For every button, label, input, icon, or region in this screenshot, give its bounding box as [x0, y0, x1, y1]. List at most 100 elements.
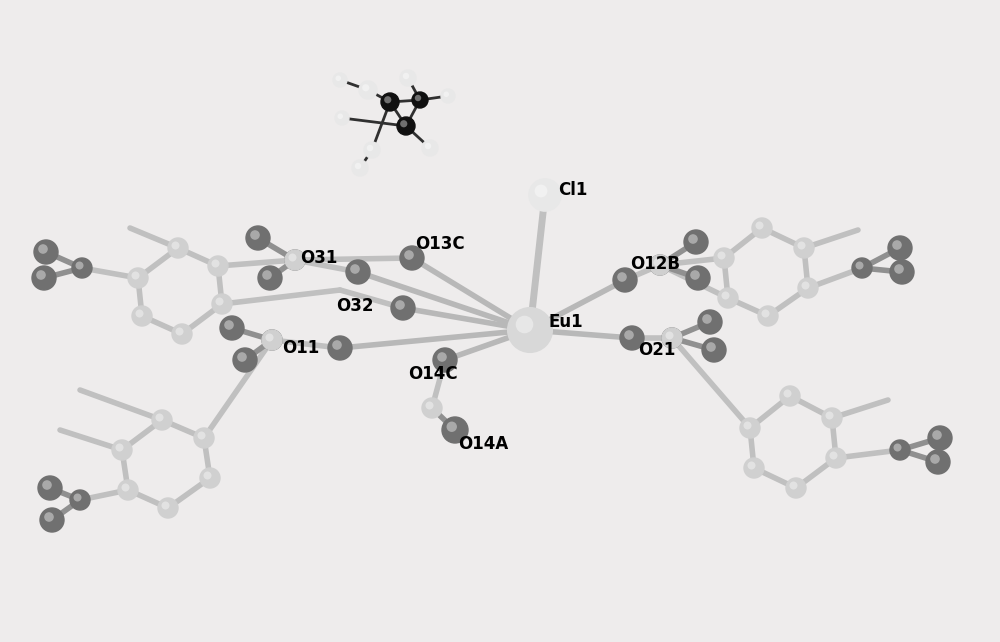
Circle shape [237, 352, 247, 362]
Circle shape [359, 81, 377, 99]
Circle shape [333, 73, 347, 87]
Circle shape [337, 114, 343, 119]
Circle shape [400, 70, 416, 86]
Circle shape [194, 428, 214, 448]
Circle shape [930, 454, 940, 464]
Circle shape [441, 89, 455, 103]
Circle shape [335, 111, 349, 125]
Circle shape [932, 430, 942, 440]
Circle shape [403, 73, 409, 79]
Circle shape [650, 255, 670, 275]
Circle shape [208, 256, 228, 276]
Circle shape [516, 316, 533, 333]
Text: O31: O31 [300, 249, 337, 267]
Circle shape [442, 417, 468, 443]
Circle shape [328, 336, 352, 360]
Circle shape [44, 512, 54, 522]
Circle shape [132, 272, 140, 279]
Circle shape [802, 281, 810, 290]
Circle shape [690, 270, 700, 280]
Circle shape [856, 261, 864, 270]
Circle shape [70, 490, 90, 510]
Circle shape [172, 241, 180, 250]
Circle shape [395, 300, 405, 310]
Circle shape [381, 93, 399, 111]
Circle shape [204, 471, 212, 480]
Circle shape [758, 306, 778, 326]
Circle shape [508, 308, 552, 352]
Circle shape [650, 255, 670, 275]
Circle shape [72, 258, 92, 278]
Circle shape [714, 248, 734, 268]
Circle shape [397, 117, 415, 135]
Circle shape [894, 265, 904, 273]
Circle shape [748, 462, 756, 469]
Circle shape [128, 268, 148, 288]
Circle shape [76, 261, 84, 270]
Circle shape [443, 91, 449, 97]
Circle shape [702, 314, 712, 324]
Circle shape [888, 236, 912, 260]
Circle shape [826, 412, 834, 419]
Circle shape [447, 422, 457, 432]
Circle shape [688, 234, 698, 244]
Text: O21: O21 [638, 341, 675, 359]
Circle shape [118, 480, 138, 500]
Circle shape [425, 143, 431, 149]
Circle shape [285, 250, 305, 270]
Circle shape [152, 410, 172, 430]
Circle shape [415, 95, 421, 101]
Circle shape [422, 398, 442, 418]
Circle shape [535, 185, 547, 197]
Circle shape [744, 458, 764, 478]
Circle shape [822, 408, 842, 428]
Circle shape [116, 444, 124, 451]
Circle shape [200, 468, 220, 488]
Circle shape [926, 450, 950, 474]
Circle shape [890, 440, 910, 460]
Circle shape [42, 480, 52, 490]
Circle shape [40, 508, 64, 532]
Circle shape [620, 326, 644, 350]
Circle shape [412, 92, 428, 108]
Circle shape [262, 330, 282, 350]
Circle shape [112, 440, 132, 460]
Circle shape [156, 413, 164, 422]
Circle shape [654, 259, 662, 266]
Text: O12B: O12B [630, 255, 680, 273]
Circle shape [892, 240, 902, 250]
Circle shape [266, 333, 274, 342]
Circle shape [332, 340, 342, 350]
Circle shape [400, 120, 407, 127]
Circle shape [852, 258, 872, 278]
Circle shape [718, 252, 726, 259]
Circle shape [698, 310, 722, 334]
Circle shape [355, 163, 361, 169]
Circle shape [220, 316, 244, 340]
Circle shape [756, 221, 764, 229]
Circle shape [666, 331, 674, 340]
Circle shape [285, 250, 305, 270]
Text: O11: O11 [282, 339, 319, 357]
Text: Eu1: Eu1 [548, 313, 583, 331]
Circle shape [426, 401, 434, 410]
Circle shape [662, 328, 682, 348]
Circle shape [212, 294, 232, 314]
Circle shape [702, 338, 726, 362]
Circle shape [158, 498, 178, 518]
Circle shape [706, 342, 716, 352]
Circle shape [162, 501, 170, 510]
Circle shape [362, 84, 369, 91]
Circle shape [422, 140, 438, 156]
Circle shape [617, 272, 627, 282]
Circle shape [391, 296, 415, 320]
Circle shape [38, 244, 48, 254]
Circle shape [132, 306, 152, 326]
Text: O32: O32 [336, 297, 374, 315]
Circle shape [662, 328, 682, 348]
Circle shape [32, 266, 56, 290]
Circle shape [36, 270, 46, 280]
Circle shape [894, 444, 902, 451]
Circle shape [784, 390, 792, 397]
Circle shape [346, 260, 370, 284]
